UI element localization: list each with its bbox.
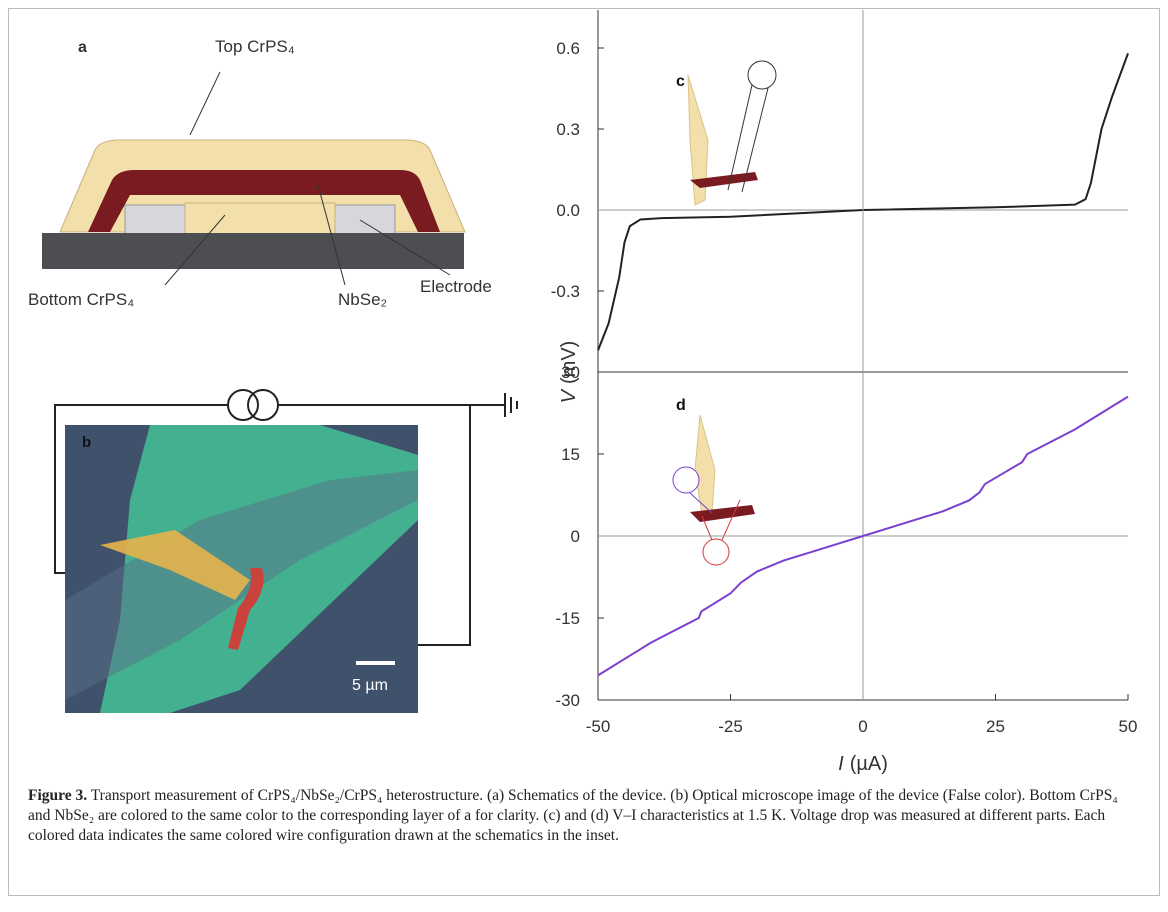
caption-label: Figure 3.: [28, 787, 88, 804]
panel-label: d: [676, 397, 686, 414]
y-axis-label: V (mV): [558, 341, 580, 404]
panel-label: c: [676, 73, 685, 90]
y-tick-label: 0.6: [556, 39, 580, 58]
x-axis-label: I (µA): [838, 753, 888, 775]
bottom-layer: [184, 202, 336, 236]
y-axis-symbol: V: [558, 388, 580, 403]
panel-label: b: [82, 434, 91, 451]
y-tick-label: -30: [555, 691, 580, 710]
inset-flake: [687, 74, 709, 206]
caption: Figure 3. Transport measurement of CrPS₄…: [28, 786, 1140, 846]
x-axis-symbol: I: [838, 753, 844, 775]
inset-wire: [721, 499, 741, 541]
x-tick-label: -25: [718, 717, 743, 736]
nbse2-layer: [88, 170, 440, 232]
data-line: [597, 395, 1129, 677]
caption-text: Transport measurement of CrPS₄/NbSe₂/CrP…: [28, 787, 1118, 844]
inset-voltmeter: [702, 538, 730, 566]
x-tick-label: 50: [1119, 717, 1138, 736]
y-tick-label: 0.0: [556, 201, 580, 220]
current-source: [247, 389, 279, 421]
layer-label: Bottom CrPS₄: [28, 290, 134, 309]
y-tick-label: 0.3: [556, 120, 580, 139]
x-axis-unit: (µA): [850, 753, 888, 775]
y-tick-label: -0.3: [551, 282, 580, 301]
y-axis-unit: (mV): [558, 341, 580, 384]
inset-wire: [741, 87, 769, 193]
inset-voltmeter: [672, 466, 700, 494]
leader-line: [164, 214, 226, 286]
data-line: [597, 53, 1129, 351]
leader-line: [359, 219, 451, 276]
y-tick-label: 30: [561, 363, 580, 382]
inset-nbse2: [690, 505, 755, 522]
x-tick-label: 0: [858, 717, 867, 736]
y-tick-label: 0: [571, 527, 580, 546]
leader-line: [189, 71, 221, 136]
wire: [54, 404, 228, 574]
y-tick-label: -15: [555, 609, 580, 628]
inset-wire: [727, 84, 753, 191]
layer-label: NbSe₂: [338, 290, 387, 309]
figure-frame: [8, 8, 1160, 896]
substrate: [394, 233, 464, 269]
scale-bar-label: 5 µm: [352, 677, 388, 694]
layer-label: Electrode: [420, 277, 492, 296]
inset-flake: [694, 414, 716, 515]
substrate: [42, 233, 394, 269]
electrode: [334, 204, 396, 236]
x-tick-label: -50: [586, 717, 611, 736]
inset-nbse2: [690, 172, 758, 188]
inset-voltmeter: [747, 60, 777, 90]
bottom-flake: [100, 530, 250, 600]
x-tick-label: 25: [986, 717, 1005, 736]
leader-line: [317, 184, 346, 286]
electrode: [124, 204, 186, 236]
panel-label: a: [78, 39, 87, 56]
y-tick-label: 15: [561, 445, 580, 464]
nbse2-flake: [228, 568, 264, 650]
layer-label: Top CrPS₄: [215, 37, 295, 56]
inset-wire: [689, 492, 713, 514]
wire: [418, 405, 471, 646]
